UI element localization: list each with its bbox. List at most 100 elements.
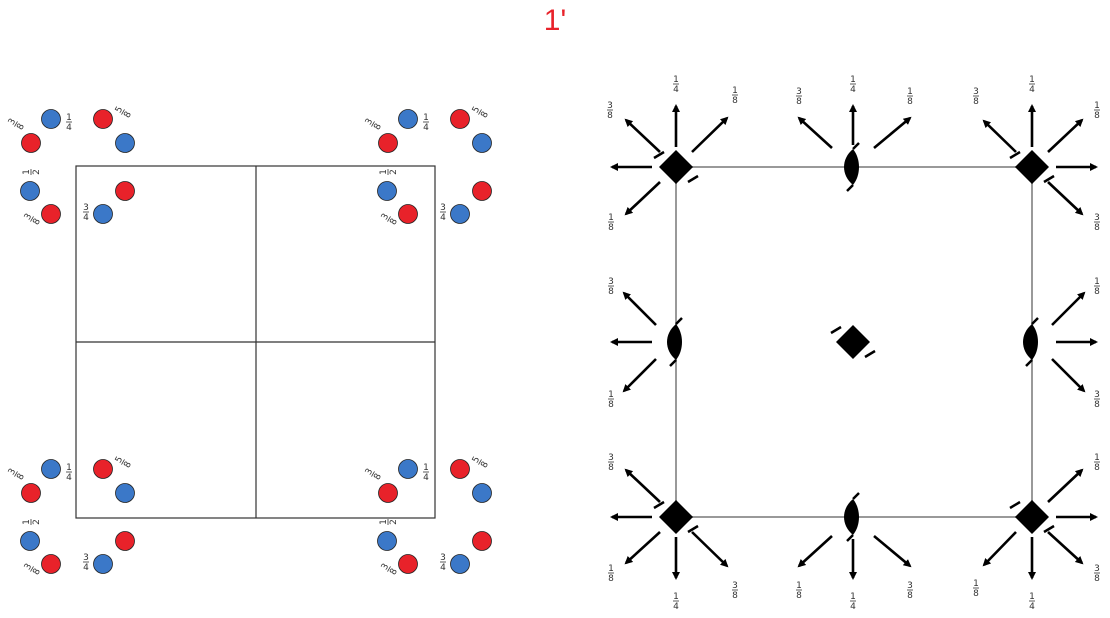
- height-denominator: 4: [850, 85, 856, 95]
- height-label-quarter: 14: [66, 463, 72, 483]
- height-numerator: 3: [907, 581, 913, 591]
- height-denominator: 8: [907, 97, 913, 107]
- lens-tail: [675, 317, 683, 325]
- height-numerator: 1: [22, 519, 32, 525]
- red-atom: [398, 204, 418, 224]
- lens-shape: [667, 324, 682, 360]
- height-label-eighth: 18: [608, 564, 614, 584]
- height-denominator: 8: [907, 591, 913, 601]
- height-numerator: 1: [1094, 453, 1100, 463]
- height-fraction-bar: [121, 459, 125, 465]
- height-numerator: 3: [83, 203, 89, 213]
- height-numerator: 5: [471, 105, 483, 115]
- height-numerator: 3: [796, 87, 802, 97]
- height-label-three-eighths: 38: [380, 212, 400, 227]
- height-denominator: 8: [796, 97, 802, 107]
- height-fraction-bar: [30, 216, 34, 222]
- height-numerator: 3: [732, 581, 738, 591]
- red-atom: [21, 133, 41, 153]
- height-numerator: 3: [7, 467, 19, 477]
- height-label-five-eighths: 58: [114, 105, 134, 120]
- height-label-three-eighths: 38: [364, 467, 384, 482]
- height-denominator: 8: [372, 472, 384, 482]
- height-denominator: 8: [973, 589, 979, 599]
- blue-atom: [398, 109, 418, 129]
- height-denominator: 8: [1094, 111, 1100, 121]
- height-numerator: 3: [1094, 213, 1100, 223]
- height-label-quarter: 14: [1029, 592, 1035, 612]
- blue-atom: [41, 109, 61, 129]
- height-denominator: 2: [389, 169, 399, 175]
- blue-atom: [20, 181, 40, 201]
- height-fraction-bar: [371, 471, 375, 477]
- height-denominator: 4: [673, 85, 679, 95]
- height-fraction-bar: [14, 471, 18, 477]
- height-numerator: 1: [732, 86, 738, 96]
- height-numerator: 1: [608, 213, 614, 223]
- height-denominator: 8: [372, 122, 384, 132]
- height-label-eighth: 18: [973, 579, 979, 599]
- height-denominator: 8: [1094, 574, 1100, 584]
- glide-arrow-icon: [1047, 118, 1084, 153]
- height-numerator: 1: [379, 519, 389, 525]
- height-denominator: 8: [1094, 400, 1100, 410]
- height-numerator: 1: [22, 169, 32, 175]
- red-atom: [450, 109, 470, 129]
- height-numerator: 1: [66, 113, 72, 123]
- height-denominator: 4: [1029, 602, 1035, 612]
- height-denominator: 4: [83, 213, 89, 223]
- blue-atom: [472, 133, 492, 153]
- lens-tail: [852, 142, 860, 150]
- height-denominator: 8: [608, 574, 614, 584]
- blue-atom: [115, 133, 135, 153]
- height-denominator: 8: [796, 591, 802, 601]
- red-atom: [93, 459, 113, 479]
- height-label-three-eighths: 38: [1094, 213, 1100, 233]
- blue-atom: [450, 204, 470, 224]
- height-label-three-eighths: 38: [364, 117, 384, 132]
- glide-arrow-icon: [624, 468, 661, 503]
- height-numerator: 1: [379, 169, 389, 175]
- height-label-quarter: 14: [850, 592, 856, 612]
- height-numerator: 5: [471, 455, 483, 465]
- height-numerator: 1: [1094, 101, 1100, 111]
- height-numerator: 1: [608, 564, 614, 574]
- blue-atom: [93, 204, 113, 224]
- blue-atom: [450, 554, 470, 574]
- blue-atom: [398, 459, 418, 479]
- height-numerator: 3: [1094, 564, 1100, 574]
- height-denominator: 4: [440, 213, 446, 223]
- lens-shape: [844, 499, 859, 535]
- height-numerator: 3: [607, 101, 613, 111]
- glide-arrow-icon: [624, 118, 661, 153]
- height-fraction-bar: [371, 121, 375, 127]
- glide-arrow-icon: [797, 116, 833, 149]
- height-label-eighth: 18: [1094, 101, 1100, 121]
- glide-arrow-icon: [873, 116, 912, 149]
- red-atom: [450, 459, 470, 479]
- lens-tail: [1031, 317, 1039, 325]
- height-label-three-eighths: 38: [1094, 564, 1100, 584]
- 4-bar-inversion-axis-icon: [653, 150, 699, 184]
- height-denominator: 4: [83, 563, 89, 573]
- height-numerator: 1: [907, 87, 913, 97]
- height-label-three-eighths: 38: [7, 117, 27, 132]
- 4-bar-inversion-axis-icon: [830, 325, 876, 359]
- height-numerator: 1: [673, 592, 679, 602]
- height-numerator: 3: [440, 203, 446, 213]
- height-numerator: 1: [850, 75, 856, 85]
- glide-arrow-icon: [691, 531, 729, 568]
- 4-bar-inversion-axis-icon: [1009, 150, 1055, 184]
- height-numerator: 3: [380, 562, 392, 572]
- height-denominator: 2: [32, 519, 42, 525]
- height-label-three-eighths: 38: [796, 87, 802, 107]
- diamond-shape: [1015, 150, 1049, 184]
- glide-arrow-icon: [982, 531, 1017, 567]
- height-denominator: 4: [440, 563, 446, 573]
- height-numerator: 3: [364, 117, 376, 127]
- height-numerator: 3: [1094, 390, 1100, 400]
